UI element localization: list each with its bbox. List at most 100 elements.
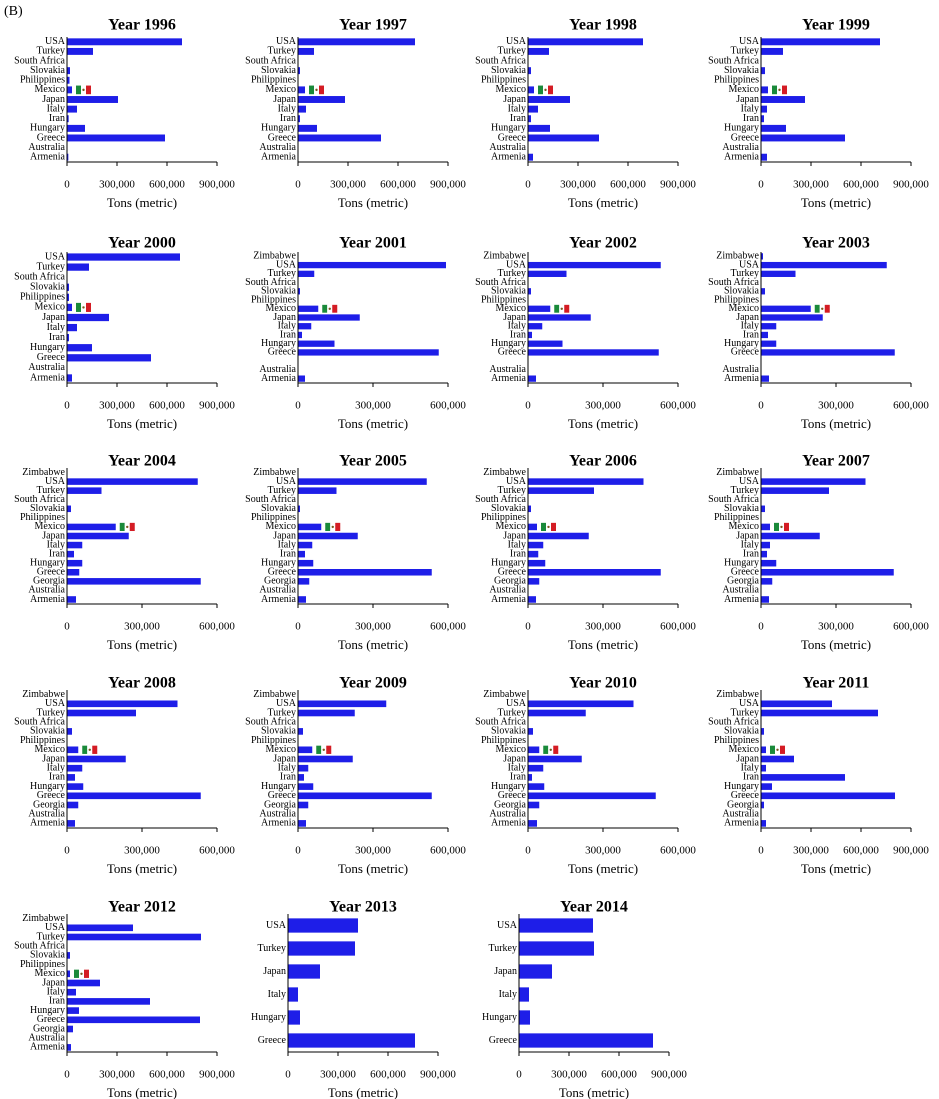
category-label: South Africa: [245, 277, 296, 288]
bar: [67, 550, 74, 558]
bar: [67, 700, 178, 708]
bar: [528, 349, 659, 356]
x-tick-label: 600,000: [380, 179, 416, 191]
bar: [298, 349, 439, 356]
chart-title: Year 1999: [802, 17, 870, 34]
category-label: South Africa: [475, 716, 526, 727]
category-label: Japan: [736, 94, 759, 105]
x-tick-label: 600,000: [430, 845, 466, 857]
x-tick-label: 300,000: [585, 845, 621, 857]
bar: [761, 541, 770, 549]
category-label: USA: [45, 251, 66, 262]
category-label: Japan: [503, 753, 526, 764]
bar: [67, 76, 70, 84]
category-label: Philippines: [481, 75, 526, 86]
category-label: Iran: [280, 548, 296, 559]
x-axis-label: Tons (metric): [338, 195, 408, 210]
category-label: Philippines: [20, 735, 65, 746]
bar: [528, 532, 589, 540]
category-label: Slovakia: [491, 65, 527, 76]
category-label: Hungary: [261, 338, 296, 349]
category-label: USA: [276, 698, 297, 709]
chart-title: Year 1997: [339, 17, 407, 34]
bar: [528, 700, 634, 708]
bar: [761, 596, 769, 603]
category-label: Turkey: [730, 46, 759, 57]
bar: [67, 263, 89, 271]
bar: [761, 569, 894, 576]
bar: [528, 478, 644, 485]
chart-title: Year 2004: [108, 453, 176, 470]
bar: [761, 314, 823, 321]
category-label: USA: [45, 36, 66, 47]
category-label: Mexico: [728, 303, 759, 314]
bar: [67, 764, 83, 772]
flag-red: [553, 745, 559, 754]
x-tick-label: 300,000: [793, 179, 829, 191]
bar: [67, 334, 69, 342]
x-tick-label: 900,000: [660, 179, 696, 191]
bar: [288, 987, 298, 1002]
x-tick-label: 0: [285, 1069, 291, 1081]
chart-title: Year 2003: [802, 235, 870, 252]
category-label: Mexico: [34, 968, 65, 979]
bar: [298, 541, 313, 549]
category-label: Slovakia: [30, 282, 66, 293]
category-label: Iran: [49, 548, 65, 559]
bar: [761, 746, 766, 754]
bar: [528, 96, 570, 103]
bar: [519, 964, 552, 979]
bar: [298, 709, 355, 717]
category-label: Turkey: [267, 46, 296, 57]
flag-green: [774, 522, 779, 532]
bar: [528, 47, 549, 55]
category-label: Greece: [268, 790, 297, 801]
bar: [761, 700, 832, 708]
category-label: Greece: [37, 1014, 66, 1025]
flag-green: [76, 302, 81, 312]
bar: [67, 1007, 79, 1014]
x-tick-label: 0: [64, 621, 70, 633]
category-label: Greece: [37, 352, 66, 363]
flag-emblem: [82, 306, 85, 309]
flag-red: [824, 304, 830, 313]
category-label: Italy: [508, 103, 526, 114]
flag-emblem: [544, 88, 547, 92]
x-axis-label: Tons (metric): [568, 195, 638, 210]
flag-emblem: [80, 972, 83, 975]
category-label: USA: [739, 698, 760, 709]
x-axis-label: Tons (metric): [801, 861, 871, 876]
category-label: Slovakia: [724, 503, 760, 514]
category-label: Turkey: [267, 707, 296, 718]
category-label: Armenia: [261, 818, 297, 829]
bar: [67, 728, 72, 735]
bar: [67, 746, 79, 754]
x-tick-label: 300,000: [585, 400, 621, 412]
bar: [67, 313, 109, 322]
x-tick-label: 300,000: [355, 621, 391, 633]
x-tick-label: 300,000: [99, 1069, 135, 1081]
category-label: Armenia: [30, 818, 66, 829]
bar: [528, 340, 563, 347]
category-label: South Africa: [245, 716, 296, 727]
x-tick-label: 600,000: [843, 845, 879, 857]
category-label: Armenia: [724, 151, 760, 162]
category-label: Slovakia: [261, 726, 297, 737]
bar: [528, 331, 532, 339]
x-tick-label: 900,000: [893, 179, 929, 191]
bar: [298, 569, 432, 576]
category-label: Georgia: [33, 799, 66, 810]
flag-emblem: [821, 307, 824, 310]
bar: [528, 115, 531, 123]
bar: [761, 774, 845, 781]
x-tick-label: 600,000: [610, 179, 646, 191]
category-label: Turkey: [730, 485, 759, 496]
category-label: Zimbabwe: [483, 467, 526, 478]
bar: [528, 783, 545, 790]
bar: [761, 478, 866, 485]
x-tick-label: 300,000: [330, 179, 366, 191]
bar: [528, 305, 551, 312]
bar: [67, 47, 93, 55]
flag-green: [541, 522, 546, 532]
